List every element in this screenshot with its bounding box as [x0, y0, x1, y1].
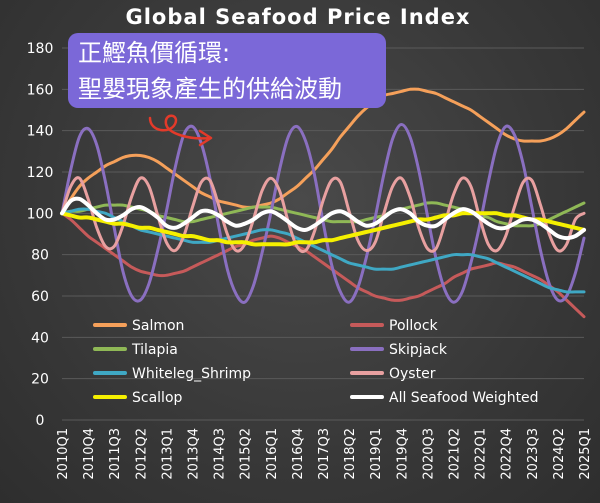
series-lines: [60, 87, 586, 319]
y-tick-label: 40: [31, 330, 49, 346]
annotation-line-2: 聖嬰現象產生的供給波動: [78, 75, 342, 103]
y-tick-label: 60: [31, 289, 49, 305]
annotation-arrow-head: [198, 129, 213, 147]
x-tick-label: 2022Q4: [500, 428, 515, 480]
y-tick-label: 120: [27, 165, 54, 181]
series-line-scallop: [60, 211, 586, 247]
x-tick-label: 2015Q2: [239, 428, 254, 480]
x-tick-label: 2010Q4: [82, 428, 97, 480]
series-line-all-seafood-weighted: [60, 196, 586, 241]
legend-label: Pollock: [389, 318, 439, 334]
y-tick-label: 20: [31, 372, 49, 388]
legend-item-tilapia: Tilapia: [93, 342, 178, 358]
x-tick-label: 2013Q1: [160, 428, 175, 480]
x-tick-label: 2020Q3: [421, 428, 436, 480]
annotation-arrow-path: [148, 114, 212, 140]
legend-label: Salmon: [132, 318, 184, 334]
legend-item-all-seafood-weighted: All Seafood Weighted: [350, 390, 539, 406]
annotation-box: 正鰹魚價循環: 聖嬰現象產生的供給波動: [68, 33, 386, 108]
y-tick-label: 140: [27, 124, 54, 140]
x-tick-label: 2018Q2: [343, 428, 358, 480]
legend-item-salmon: Salmon: [93, 318, 184, 334]
x-tick-label: 2010Q1: [56, 428, 71, 480]
annotation-arrow: [148, 114, 213, 147]
legend-label: Whiteleg_Shrimp: [132, 366, 251, 382]
x-tick-label: 2016Q1: [265, 428, 280, 480]
x-tick-label: 2017Q3: [317, 428, 332, 480]
x-tick-label: 2025Q1: [578, 428, 593, 480]
y-tick-label: 80: [31, 248, 49, 264]
y-tick-label: 180: [27, 41, 54, 57]
x-tick-label: 2016Q4: [291, 428, 306, 480]
legend-item-whiteleg-shrimp: Whiteleg_Shrimp: [93, 366, 251, 382]
series-line-salmon: [60, 87, 586, 215]
y-tick-label: 0: [36, 413, 45, 429]
x-tick-label: 2022Q1: [474, 428, 489, 480]
series-line-whiteleg-shrimp: [60, 207, 586, 294]
series-line-oyster: [60, 176, 586, 254]
legend-item-scallop: Scallop: [93, 390, 183, 406]
y-tick-label: 160: [27, 82, 54, 98]
legend: Salmon Pollock Tilapia Skipjack Whiteleg_Shr…: [93, 318, 539, 406]
x-tick-label: 2023Q3: [526, 428, 541, 480]
legend-item-pollock: Pollock: [350, 318, 439, 334]
x-tick-label: 2024Q2: [552, 428, 567, 480]
y-tick-label: 100: [27, 206, 54, 222]
legend-item-skipjack: Skipjack: [350, 342, 448, 358]
x-axis-ticks: 2010Q1 2010Q4 2011Q3 2012Q2 2013Q1 2013Q4 2014…: [56, 428, 593, 480]
x-tick-label: 2013Q4: [187, 428, 202, 480]
annotation-line-1: 正鰹魚價循環:: [78, 39, 231, 67]
x-tick-label: 2019Q4: [395, 428, 410, 480]
y-axis-ticks: 0 20 40 60 80 100 120 140 160 180: [27, 41, 54, 429]
legend-label: Tilapia: [131, 342, 178, 358]
x-tick-label: 2019Q1: [369, 428, 384, 480]
legend-label: Oyster: [389, 366, 436, 382]
x-tick-label: 2014Q3: [213, 428, 228, 480]
x-tick-label: 2012Q2: [134, 428, 149, 480]
legend-label: All Seafood Weighted: [389, 390, 539, 406]
x-tick-label: 2021Q2: [448, 428, 463, 480]
chart-title: Global Seafood Price Index: [126, 5, 471, 29]
legend-label: Skipjack: [389, 342, 448, 358]
legend-label: Scallop: [132, 390, 183, 406]
x-tick-label: 2011Q3: [108, 428, 123, 480]
legend-item-oyster: Oyster: [350, 366, 436, 382]
